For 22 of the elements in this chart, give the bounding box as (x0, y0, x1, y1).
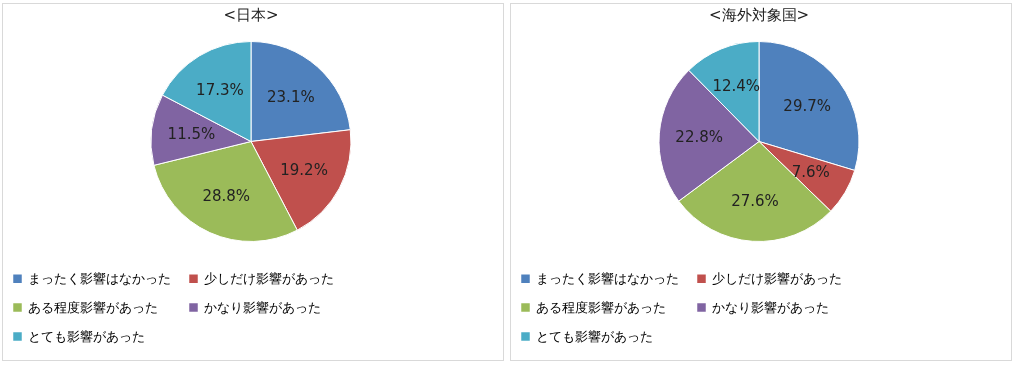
data-label: 17.3% (196, 81, 244, 100)
legend-label: 少しだけ影響があった (204, 270, 334, 286)
data-label: 12.4% (712, 76, 761, 95)
chart-title: <海外対象国> (708, 6, 810, 24)
legend-label: かなり影響があった (712, 299, 829, 315)
legend-label: ある程度影響があった (536, 299, 666, 315)
data-label: 19.2% (280, 160, 328, 179)
data-label: 23.1% (267, 87, 315, 106)
legend-label: とても影響があった (28, 328, 145, 344)
chart-title: <日本> (223, 6, 279, 24)
legend-label: ある程度影響があった (28, 299, 158, 315)
data-label: 11.5% (167, 125, 216, 144)
legend-label: まったく影響はなかった (536, 270, 679, 286)
legend-label: まったく影響はなかった (28, 270, 171, 286)
legend-label: 少しだけ影響があった (712, 270, 842, 286)
legend-label: かなり影響があった (204, 299, 321, 315)
legend-label: とても影響があった (536, 328, 653, 344)
data-label: 29.7% (783, 96, 831, 115)
data-label: 28.8% (202, 187, 251, 206)
data-label: 22.8% (675, 127, 724, 146)
data-label: 7.6% (791, 162, 830, 181)
data-label: 27.6% (731, 192, 779, 211)
